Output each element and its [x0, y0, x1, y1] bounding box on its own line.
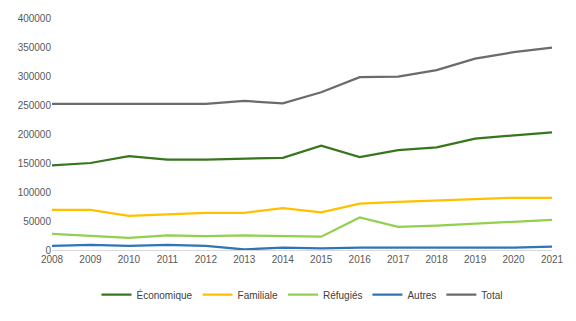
svg-text:2019: 2019: [464, 254, 487, 265]
svg-text:50000: 50000: [23, 216, 51, 227]
svg-text:2015: 2015: [310, 254, 333, 265]
svg-text:2017: 2017: [387, 254, 410, 265]
svg-text:2009: 2009: [79, 254, 102, 265]
svg-text:2008: 2008: [41, 254, 64, 265]
svg-text:Réfugiés: Réfugiés: [323, 290, 362, 301]
svg-text:2011: 2011: [157, 254, 179, 265]
svg-text:400000: 400000: [18, 13, 52, 24]
svg-text:Économique: Économique: [137, 289, 193, 301]
svg-text:Total: Total: [481, 290, 502, 301]
svg-text:0: 0: [45, 245, 51, 256]
svg-text:2014: 2014: [272, 254, 295, 265]
svg-text:2016: 2016: [349, 254, 372, 265]
svg-text:2020: 2020: [502, 254, 525, 265]
svg-text:100000: 100000: [18, 187, 52, 198]
svg-text:2010: 2010: [118, 254, 141, 265]
svg-text:Familiale: Familiale: [238, 290, 278, 301]
svg-text:2021: 2021: [541, 254, 564, 265]
svg-text:2013: 2013: [233, 254, 256, 265]
svg-text:250000: 250000: [18, 100, 52, 111]
svg-text:2012: 2012: [195, 254, 218, 265]
svg-text:300000: 300000: [18, 71, 52, 82]
svg-text:150000: 150000: [18, 158, 52, 169]
svg-text:350000: 350000: [18, 42, 52, 53]
svg-text:Autres: Autres: [407, 290, 436, 301]
svg-text:2018: 2018: [425, 254, 448, 265]
svg-text:200000: 200000: [18, 129, 52, 140]
